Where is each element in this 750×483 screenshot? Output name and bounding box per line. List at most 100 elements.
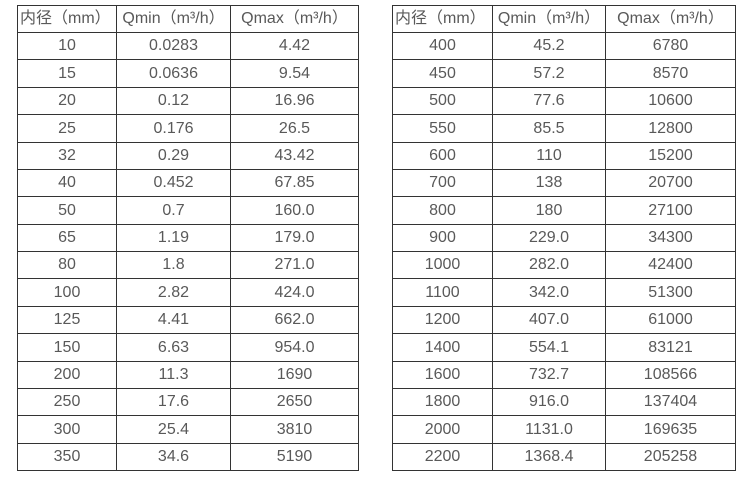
table-cell: 10: [17, 31, 117, 61]
table-cell: 61000: [605, 305, 736, 335]
table-cell: 1000: [392, 250, 493, 280]
table-row: 900 229.0 34300: [392, 223, 736, 253]
table-cell: 11.3: [116, 360, 231, 389]
flow-spec-table-right: 内径（mm） Qmin（m³/h） Qmax（m³/h） 400 45.2 6780…: [392, 5, 736, 472]
table-cell: 25.4: [116, 415, 231, 444]
flow-spec-table-left: 内径（mm） Qmin（m³/h） Qmax（m³/h） 10 0.0283 4.4…: [17, 5, 359, 472]
table-cell: 83121: [605, 333, 736, 362]
table-cell: 20: [17, 86, 117, 116]
table-cell: 0.7: [116, 196, 231, 225]
table-cell: 3810: [230, 415, 359, 444]
table-cell: 180: [492, 196, 606, 225]
table-cell: 0.176: [116, 114, 231, 143]
table-row: 1600 732.7 108566: [392, 360, 736, 389]
table-cell: 350: [17, 442, 117, 472]
table-cell: 424.0: [230, 278, 359, 307]
table-cell: 6780: [605, 31, 736, 61]
table-cell: 85.5: [492, 114, 606, 143]
table-cell: 5190: [230, 442, 359, 472]
table-row: 550 85.5 12800: [392, 114, 736, 143]
table-cell: 25: [17, 114, 117, 143]
table-cell: 50: [17, 196, 117, 225]
table-cell: 108566: [605, 360, 736, 389]
table-row: 1800 916.0 137404: [392, 387, 736, 417]
table-cell: 400: [392, 31, 493, 61]
table-cell: 17.6: [116, 387, 231, 417]
table-cell: 100: [17, 278, 117, 307]
table-cell: 26.5: [230, 114, 359, 143]
table-cell: 342.0: [492, 278, 606, 307]
table-cell: 27100: [605, 196, 736, 225]
table-cell: 43.42: [230, 141, 359, 170]
table-cell: 110: [492, 141, 606, 170]
header-qmax: Qmax（m³/h）: [605, 5, 736, 33]
header-qmin: Qmin（m³/h）: [492, 5, 606, 33]
table-cell: 2200: [392, 442, 493, 472]
table-cell: 160.0: [230, 196, 359, 225]
table-cell: 500: [392, 86, 493, 116]
table-row: 65 1.19 179.0: [17, 223, 359, 253]
table-header-row: 内径（mm） Qmin（m³/h） Qmax（m³/h）: [17, 5, 359, 33]
table-body: 10 0.0283 4.42 15 0.0636 9.54 20 0.12 16.96 25 0.1…: [17, 31, 359, 472]
table-row: 80 1.8 271.0: [17, 250, 359, 280]
table-cell: 600: [392, 141, 493, 170]
table-cell: 137404: [605, 387, 736, 417]
table-row: 400 45.2 6780: [392, 31, 736, 61]
table-cell: 2650: [230, 387, 359, 417]
table-cell: 2.82: [116, 278, 231, 307]
table-cell: 57.2: [492, 59, 606, 88]
table-row: 250 17.6 2650: [17, 387, 359, 417]
table-cell: 1368.4: [492, 442, 606, 472]
table-cell: 300: [17, 415, 117, 444]
table-row: 300 25.4 3810: [17, 415, 359, 444]
table-cell: 732.7: [492, 360, 606, 389]
table-cell: 4.41: [116, 305, 231, 335]
table-cell: 80: [17, 250, 117, 280]
table-cell: 900: [392, 223, 493, 253]
table-cell: 0.29: [116, 141, 231, 170]
table-cell: 15: [17, 59, 117, 88]
table-row: 1000 282.0 42400: [392, 250, 736, 280]
table-row: 2200 1368.4 205258: [392, 442, 736, 472]
table-cell: 8570: [605, 59, 736, 88]
table-cell: 150: [17, 333, 117, 362]
table-cell: 800: [392, 196, 493, 225]
table-cell: 9.54: [230, 59, 359, 88]
table-cell: 700: [392, 168, 493, 198]
table-cell: 34.6: [116, 442, 231, 472]
table-row: 20 0.12 16.96: [17, 86, 359, 116]
table-row: 450 57.2 8570: [392, 59, 736, 88]
table-cell: 67.85: [230, 168, 359, 198]
table-cell: 45.2: [492, 31, 606, 61]
table-cell: 954.0: [230, 333, 359, 362]
header-qmin: Qmin（m³/h）: [116, 5, 231, 33]
table-cell: 1690: [230, 360, 359, 389]
table-row: 100 2.82 424.0: [17, 278, 359, 307]
table-row: 200 11.3 1690: [17, 360, 359, 389]
table-row: 25 0.176 26.5: [17, 114, 359, 143]
table-row: 700 138 20700: [392, 168, 736, 198]
table-row: 800 180 27100: [392, 196, 736, 225]
header-inner-diameter: 内径（mm）: [17, 5, 117, 33]
table-row: 32 0.29 43.42: [17, 141, 359, 170]
table-cell: 179.0: [230, 223, 359, 253]
table-cell: 6.63: [116, 333, 231, 362]
table-cell: 1400: [392, 333, 493, 362]
table-cell: 10600: [605, 86, 736, 116]
table-cell: 0.452: [116, 168, 231, 198]
table-row: 10 0.0283 4.42: [17, 31, 359, 61]
table-cell: 65: [17, 223, 117, 253]
table-cell: 16.96: [230, 86, 359, 116]
table-cell: 1600: [392, 360, 493, 389]
table-row: 1400 554.1 83121: [392, 333, 736, 362]
table-body: 400 45.2 6780 450 57.2 8570 500 77.6 10600 550 85.…: [392, 31, 736, 472]
table-cell: 125: [17, 305, 117, 335]
table-cell: 15200: [605, 141, 736, 170]
table-row: 1100 342.0 51300: [392, 278, 736, 307]
table-cell: 1100: [392, 278, 493, 307]
table-cell: 1.8: [116, 250, 231, 280]
header-qmax: Qmax（m³/h）: [230, 5, 359, 33]
table-cell: 32: [17, 141, 117, 170]
table-row: 500 77.6 10600: [392, 86, 736, 116]
table-header-row: 内径（mm） Qmin（m³/h） Qmax（m³/h）: [392, 5, 736, 33]
